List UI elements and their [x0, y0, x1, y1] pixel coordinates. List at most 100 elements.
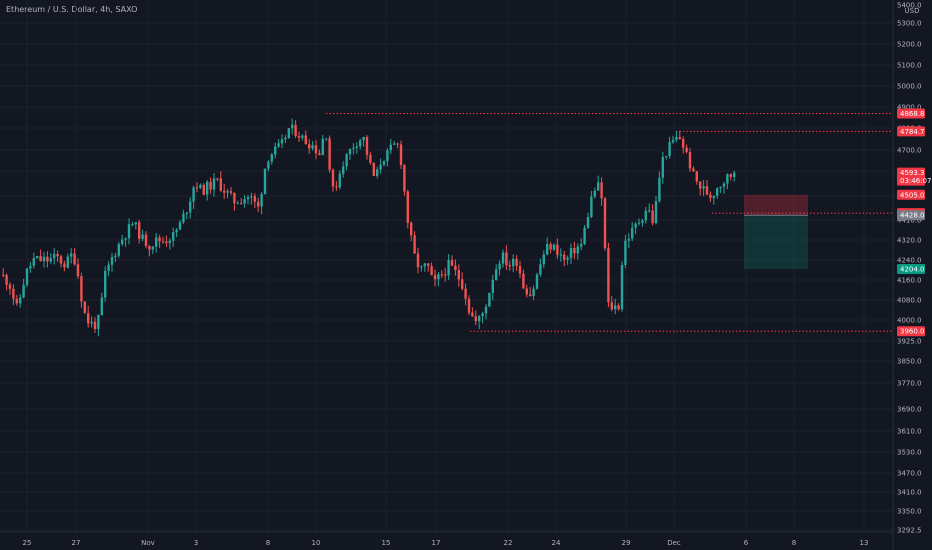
candle-up — [311, 145, 314, 149]
candle-up — [338, 173, 341, 188]
candle-up — [379, 164, 382, 170]
candle-up — [386, 150, 389, 162]
candle-down — [474, 316, 477, 322]
candle-up — [124, 238, 127, 240]
candle-up — [614, 305, 617, 310]
time-tick: 3 — [194, 539, 198, 547]
price-tick: 5000.0 — [897, 83, 922, 91]
candle-down — [410, 222, 413, 236]
price-tick: 3292.5 — [897, 527, 922, 535]
candle-up — [627, 238, 630, 241]
candle-down — [440, 274, 443, 276]
candle-down — [80, 276, 83, 302]
candle-up — [382, 161, 386, 165]
candle-up — [19, 297, 22, 304]
candle-up — [512, 258, 515, 267]
position-risk-zone[interactable] — [744, 194, 808, 216]
time-tick: 13 — [860, 539, 869, 547]
candle-down — [563, 254, 566, 260]
candle-up — [478, 316, 481, 322]
candle-up — [671, 139, 675, 143]
price-label-take-profit — [897, 264, 925, 274]
candle-up — [546, 244, 549, 255]
time-tick: 17 — [432, 539, 441, 547]
candle-down — [457, 270, 460, 280]
price-label-text: 4428.0 — [900, 212, 925, 220]
candle-up — [586, 217, 590, 228]
candle-down — [399, 144, 403, 165]
candle-down — [549, 244, 552, 250]
candle-down — [8, 284, 12, 289]
candle-up — [542, 254, 545, 265]
candle-up — [668, 142, 671, 156]
candle-up — [185, 212, 188, 214]
candle-up — [141, 234, 144, 239]
candle-down — [138, 222, 141, 239]
price-label-level-4784 — [897, 126, 925, 137]
price-tick: 5200.0 — [897, 41, 922, 49]
candle-up — [648, 210, 651, 212]
candle-up — [277, 143, 280, 147]
candle-down — [467, 298, 471, 313]
candle-down — [505, 252, 508, 266]
candle-down — [682, 138, 685, 148]
price-tick: 5400.0 — [897, 2, 922, 10]
candle-up — [168, 240, 171, 244]
candle-up — [274, 146, 277, 155]
candle-down — [304, 135, 307, 145]
grid — [0, 0, 893, 532]
candle-up — [199, 184, 202, 188]
candle-down — [705, 186, 709, 195]
candle-down — [253, 196, 256, 202]
candle-down — [73, 253, 76, 265]
candle-up — [155, 237, 158, 247]
price-label-text: 4593.3 — [900, 169, 925, 177]
candle-up — [206, 181, 209, 195]
candle-down — [403, 164, 406, 192]
horizontal-levels[interactable] — [326, 113, 893, 332]
candle-down — [12, 288, 15, 299]
candle-down — [15, 298, 18, 304]
candle-down — [59, 256, 63, 264]
candle-up — [393, 143, 396, 145]
candle-up — [243, 199, 246, 204]
candle-up — [535, 274, 539, 289]
price-tick: 3470.0 — [897, 470, 922, 478]
short-position-tool[interactable] — [744, 194, 808, 269]
candle-down — [688, 152, 692, 169]
price-label-text: 4868.8 — [900, 110, 925, 118]
candle-up — [36, 256, 39, 259]
candle-up — [352, 147, 355, 149]
price-tick: 3850.0 — [897, 358, 922, 366]
candle-down — [369, 154, 372, 163]
chart-title: Ethereum / U.S. Dollar, 4h, SAXO — [6, 5, 138, 14]
candle-up — [637, 222, 641, 224]
candle-up — [284, 137, 287, 140]
candle-up — [345, 154, 348, 167]
price-tick: 4320.0 — [897, 237, 922, 245]
price-tick: 3610.0 — [897, 428, 922, 436]
candle-up — [70, 253, 73, 257]
candle-down — [600, 182, 603, 199]
candle-up — [301, 135, 304, 138]
candle-up — [654, 201, 658, 224]
candle-down — [529, 294, 532, 296]
candle-down — [525, 288, 528, 295]
candle-up — [182, 213, 185, 223]
candle-down — [508, 265, 511, 267]
candle-up — [192, 187, 195, 202]
candle-down — [257, 201, 260, 207]
candle-up — [270, 154, 273, 162]
candle-down — [161, 241, 165, 243]
candle-down — [165, 241, 168, 244]
position-reward-zone[interactable] — [744, 215, 808, 269]
candle-down — [87, 313, 90, 324]
candle-up — [658, 177, 661, 202]
price-label-text: 4204.0 — [900, 266, 925, 274]
candle-down — [603, 198, 607, 249]
time-tick: Dec — [667, 539, 681, 547]
candle-up — [49, 258, 52, 262]
candle-up — [634, 223, 637, 228]
